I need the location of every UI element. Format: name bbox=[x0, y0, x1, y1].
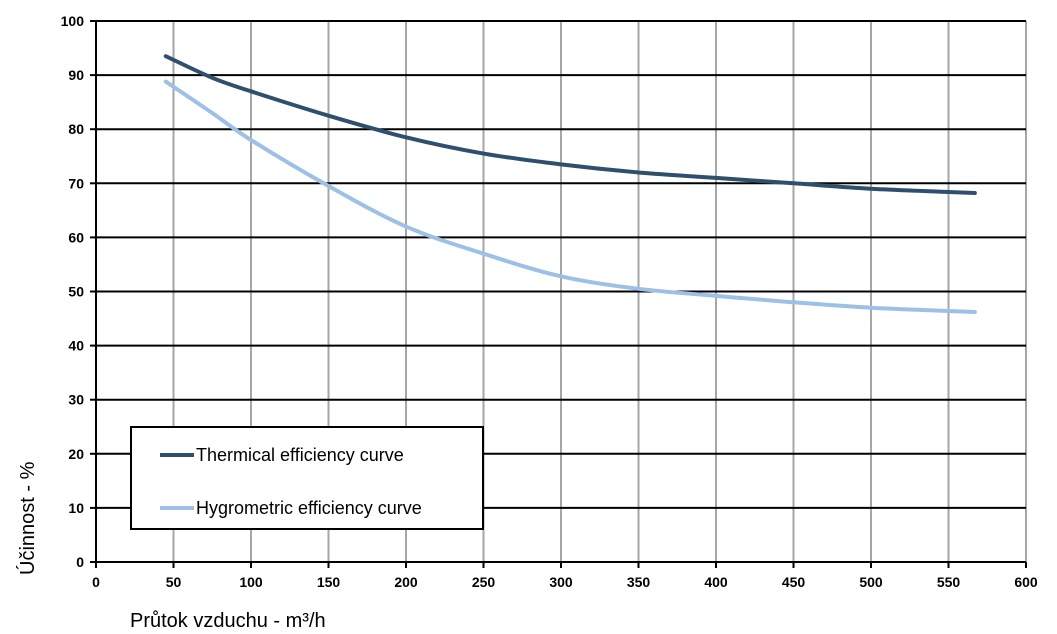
x-tick-label: 150 bbox=[317, 574, 341, 590]
x-tick-label: 100 bbox=[239, 574, 263, 590]
y-tick-labels: 0 10 20 30 40 50 60 70 80 90 100 bbox=[61, 13, 85, 570]
y-tick-label: 70 bbox=[68, 175, 84, 191]
y-tick-label: 60 bbox=[68, 229, 84, 245]
x-tick-label: 450 bbox=[782, 574, 806, 590]
series-line-thermical-efficiency-curve bbox=[163, 54, 977, 196]
x-tick-labels: 0 50 100 150 200 250 300 350 400 450 500 550 600 bbox=[92, 574, 1038, 590]
grid bbox=[96, 20, 1027, 562]
y-tick-label: 80 bbox=[68, 121, 84, 137]
x-tick-label: 250 bbox=[472, 574, 496, 590]
x-tick-label: 600 bbox=[1014, 574, 1038, 590]
y-tick-label: 0 bbox=[76, 554, 84, 570]
y-tick-label: 90 bbox=[68, 67, 84, 83]
x-tick-label: 550 bbox=[937, 574, 961, 590]
x-tick-label: 500 bbox=[859, 574, 883, 590]
x-tick-label: 400 bbox=[704, 574, 728, 590]
x-tick-label: 50 bbox=[166, 574, 182, 590]
legend-label-hygrometric: Hygrometric efficiency curve bbox=[196, 498, 422, 518]
y-tick-label: 100 bbox=[61, 13, 85, 29]
y-axis-title: Účinnost - % bbox=[16, 461, 39, 575]
series-line-hygrometric-efficiency-curve bbox=[163, 79, 977, 315]
x-tick-label: 350 bbox=[627, 574, 651, 590]
legend-label-thermical: Thermical efficiency curve bbox=[196, 445, 404, 465]
y-tick-label: 20 bbox=[68, 446, 84, 462]
legend: Thermical efficiency curve Hygrometric e… bbox=[130, 426, 484, 530]
y-tick-label: 10 bbox=[68, 500, 84, 516]
y-tick-label: 40 bbox=[68, 338, 84, 354]
legend-box bbox=[130, 426, 484, 530]
y-tick-label: 30 bbox=[68, 392, 84, 408]
x-tick-label: 200 bbox=[394, 574, 418, 590]
x-axis-title: Průtok vzduchu - m³/h bbox=[130, 610, 326, 632]
x-tick-label: 0 bbox=[92, 574, 100, 590]
axes bbox=[90, 20, 1027, 568]
y-tick-label: 50 bbox=[68, 284, 84, 300]
series bbox=[163, 54, 977, 315]
x-tick-label: 300 bbox=[549, 574, 573, 590]
